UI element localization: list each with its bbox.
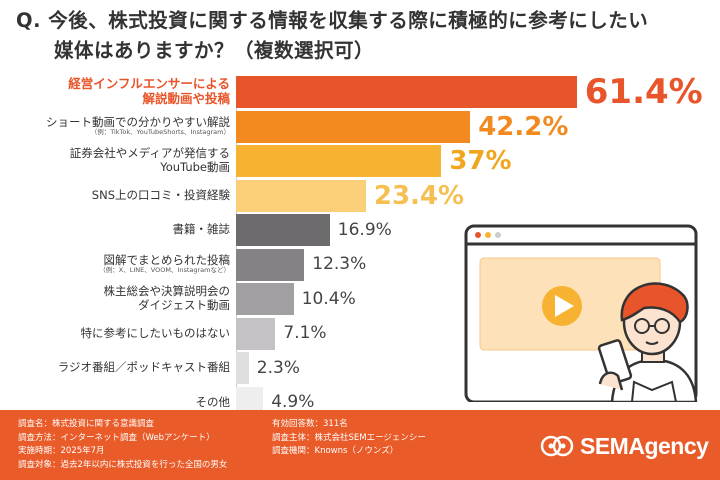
category-label-note: （例：TikTok、YouTubeShorts、Instagram） [90, 128, 230, 137]
category-label-line: ショート動画での分かりやすい解説 [46, 114, 230, 129]
category-label: 証券会社やメディアが発信する YouTube動画 [20, 145, 230, 177]
category-label: SNS上の口コミ・投資経験 [20, 180, 230, 212]
value-label: 12.3% [312, 254, 367, 274]
value-label: 10.4% [301, 288, 356, 309]
value-label: 7.1% [283, 323, 327, 343]
value-label: 23.4% [373, 180, 465, 211]
bar [236, 145, 442, 177]
survey-method: 調査方法：インターネット調査（Webアンケート） [18, 432, 215, 443]
logo-text: SEMAgency [580, 432, 709, 459]
title-line-1: Q. 今後、株式投資に関する情報を収集する際に積極的に参考にしたい [16, 9, 649, 32]
bar [236, 248, 305, 281]
category-label-line: ラジオ番組／ポッドキャスト番組 [57, 360, 230, 375]
category-label-line: 証券会社やメディアが発信する [69, 146, 230, 161]
value-label: 4.9% [271, 392, 315, 412]
category-label-line: 解説動画や投稿 [142, 91, 230, 106]
bar [236, 76, 577, 108]
category-label-note: （例：X、LINE、VOOM、Instagramなど） [99, 266, 230, 275]
bar-chart: 経営インフルエンサーによる 解説動画や投稿 61.4% ショート動画での分かりやすい解… [20, 72, 703, 419]
bar [236, 214, 330, 246]
survey-info-left: 調査名：株式投資に関する意識調査 調査方法：インターネット調査（Webアンケート… [18, 418, 227, 472]
survey-info-right: 有効回答数：311名 調査主体：株式会社SEMエージェンシー 調査機関：Know… [272, 418, 426, 459]
video-viewer-illustration [464, 224, 698, 402]
bar [236, 110, 471, 143]
category-label: ラジオ番組／ポッドキャスト番組 [20, 352, 230, 384]
survey-organizer: 調査主体：株式会社SEMエージェンシー [272, 432, 426, 443]
value-label: 61.4% [584, 72, 703, 112]
sem-agency-logo: SEMAgency [540, 430, 709, 462]
category-label: 書籍・雑誌 [20, 214, 231, 246]
valid-responses: 有効回答数：311名 [272, 419, 348, 429]
category-label: 特に参考にしたいものはない [20, 318, 231, 350]
value-label: 42.2% [478, 111, 569, 142]
category-label-line: その他 [195, 394, 231, 409]
category-label: 経営インフルエンサーによる 解説動画や投稿 [20, 76, 230, 108]
category-label: ショート動画での分かりやすい解説 （例：TikTok、YouTubeShorts、… [20, 111, 230, 143]
category-label-line: 株主総会や決算説明会の [103, 284, 231, 299]
category-label-line: 経営インフルエンサーによる [68, 76, 230, 92]
category-label: 図解でまとめられた投稿 （例：X、LINE、VOOM、Instagramなど） [20, 249, 230, 281]
category-label-line: 特に参考にしたいものはない [80, 325, 231, 340]
value-label: 2.3% [256, 357, 300, 378]
category-label-line: SNS上の口コミ・投資経験 [91, 187, 230, 202]
survey-name: 調査名：株式投資に関する意識調査 [18, 419, 155, 429]
value-label: 16.9% [337, 219, 392, 240]
category-label: その他 [20, 387, 231, 419]
chart-title: Q. 今後、株式投資に関する情報を収集する際に積極的に参考にしたい 媒体はありま… [16, 6, 706, 66]
bar [236, 317, 276, 350]
category-label-line: 書籍・雑誌 [172, 222, 231, 237]
category-label: 株主総会や決算説明会の ダイジェスト動画 [20, 283, 231, 315]
category-label-line: ダイジェスト動画 [138, 298, 230, 312]
bar [236, 283, 294, 315]
survey-agency: 調査機関：Knowns（ノウンズ） [272, 446, 399, 456]
value-label: 37% [449, 146, 512, 176]
category-label-line: YouTube動画 [160, 160, 230, 174]
survey-period: 実施時期：2025年7月 [18, 446, 105, 456]
bar [236, 352, 249, 384]
logo-mark-icon [540, 435, 574, 457]
survey-footer: 調査名：株式投資に関する意識調査 調査方法：インターネット調査（Webアンケート… [0, 410, 720, 480]
category-label-line: 図解でまとめられた投稿 [103, 252, 231, 267]
title-line-2: 媒体はありますか？（複数選択可） [54, 39, 375, 62]
survey-target: 調査対象：過去2年以内に株式投資を行った全国の男女 [18, 459, 228, 470]
bar [236, 179, 366, 212]
